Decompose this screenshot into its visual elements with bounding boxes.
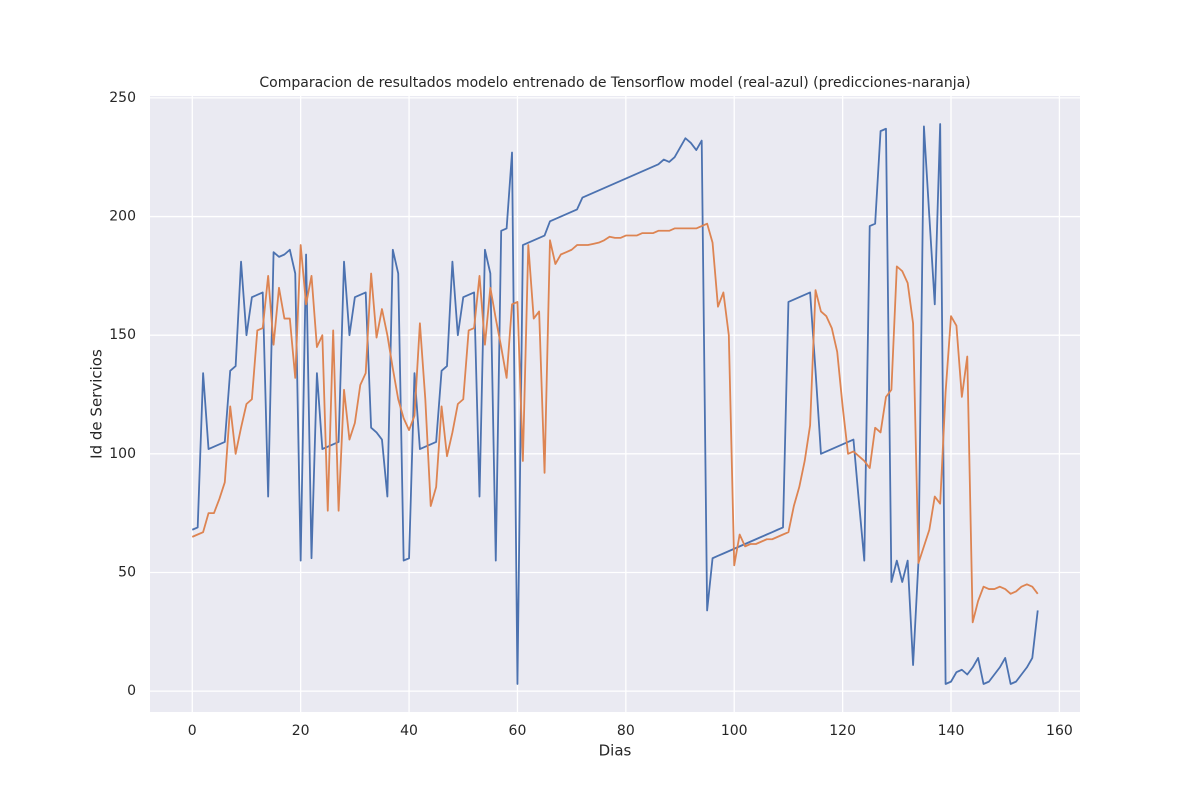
x-axis-label: Dias [599,742,632,760]
y-tick-label: 150 [109,327,136,343]
plot-background [150,96,1080,712]
y-axis-label: Id de Servicios [88,349,106,459]
x-tick-label: 160 [1046,723,1073,739]
y-tick-label: 250 [109,90,136,106]
x-tick-label: 80 [617,723,635,739]
chart-title: Comparacion de resultados modelo entrena… [259,75,970,91]
x-tick-label: 40 [400,723,418,739]
y-tick-label: 0 [127,683,136,699]
y-tick-label: 50 [118,564,136,580]
data-line [191,222,1039,624]
y-tick-label: 200 [109,209,136,225]
x-tick-label: 140 [938,723,965,739]
x-tick-label: 100 [721,723,748,739]
y-tick-label: 100 [109,446,136,462]
x-tick-label: 0 [188,723,197,739]
data-line [191,123,1039,685]
x-tick-label: 20 [292,723,310,739]
x-tick-label: 120 [829,723,856,739]
x-tick-label: 60 [509,723,527,739]
